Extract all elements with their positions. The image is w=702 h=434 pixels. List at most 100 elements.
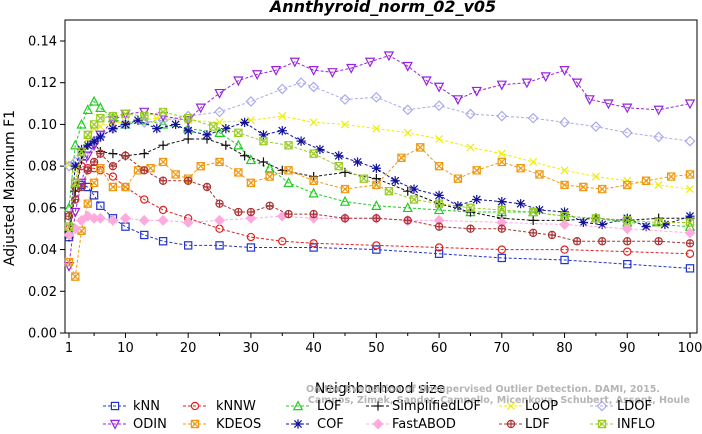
data-point xyxy=(266,202,274,210)
data-point xyxy=(472,166,481,175)
data-point xyxy=(341,214,349,222)
data-point xyxy=(309,149,318,158)
data-point xyxy=(203,183,211,191)
data-point xyxy=(240,151,250,161)
data-point xyxy=(95,102,106,112)
data-point xyxy=(245,154,257,165)
data-point xyxy=(591,172,600,181)
data-point xyxy=(641,222,651,232)
y-tick-label: 0.00 xyxy=(28,327,57,342)
data-point xyxy=(157,118,169,129)
data-point xyxy=(63,229,75,241)
data-point xyxy=(277,126,287,136)
data-point xyxy=(472,194,482,205)
data-point xyxy=(434,249,444,258)
data-point xyxy=(108,182,118,192)
data-point xyxy=(598,237,606,245)
data-point xyxy=(70,161,80,171)
data-point xyxy=(107,214,119,226)
data-point xyxy=(140,195,149,204)
data-point xyxy=(560,245,569,254)
data-point xyxy=(278,112,287,121)
data-point xyxy=(560,212,569,221)
data-point xyxy=(623,259,632,269)
data-point xyxy=(497,253,507,263)
data-point xyxy=(452,95,464,106)
data-point xyxy=(390,176,400,186)
data-point xyxy=(65,212,73,220)
data-point xyxy=(684,227,696,239)
data-point xyxy=(435,223,443,231)
data-point xyxy=(578,217,588,228)
data-point xyxy=(82,151,94,162)
data-point xyxy=(521,78,533,89)
data-point xyxy=(435,135,444,144)
data-point xyxy=(133,115,143,125)
data-point xyxy=(402,61,413,72)
legend-item-knnw: kNNW xyxy=(183,399,256,414)
data-point xyxy=(196,161,205,171)
data-point xyxy=(171,119,181,130)
data-point xyxy=(654,180,663,189)
data-point xyxy=(339,93,351,105)
data-point xyxy=(202,130,212,140)
data-point xyxy=(573,237,581,245)
data-point xyxy=(516,164,525,173)
x-axis-label: Neighborhood size xyxy=(315,381,445,397)
watermark-line-2: Campos, Zimek, Sander, Campello, Micenko… xyxy=(308,395,690,406)
data-point xyxy=(372,124,381,133)
plot-frame xyxy=(64,19,698,334)
data-point xyxy=(421,76,432,87)
data-point xyxy=(359,174,369,183)
legend-item-inflo: INFLO xyxy=(590,417,655,432)
data-point xyxy=(621,223,633,235)
data-point xyxy=(370,91,382,103)
data-point xyxy=(498,225,506,233)
data-point xyxy=(215,157,224,167)
data-point xyxy=(397,153,406,162)
data-point xyxy=(245,96,257,107)
data-point xyxy=(76,214,87,226)
legend-label: FastABOD xyxy=(392,417,456,432)
y-tick-label: 0.10 xyxy=(28,118,57,133)
data-point xyxy=(70,207,81,218)
data-point xyxy=(108,124,118,134)
data-point xyxy=(684,135,696,147)
legend-item-ldf: LDF xyxy=(499,417,550,432)
data-point xyxy=(158,237,168,246)
legend-label: SimplifiedLOF xyxy=(392,399,481,414)
data-point xyxy=(121,152,130,160)
legend-item-fastabod: FastABOD xyxy=(366,417,456,432)
data-point xyxy=(240,117,250,127)
legend-label: INFLO xyxy=(617,417,655,432)
data-point xyxy=(83,199,93,208)
data-point xyxy=(309,176,318,185)
series-ldof xyxy=(63,77,696,172)
data-point xyxy=(497,245,507,254)
data-point xyxy=(409,184,419,194)
legend-marker xyxy=(507,420,515,428)
data-point xyxy=(140,111,149,121)
legend-marker xyxy=(293,419,303,429)
data-point xyxy=(221,124,231,134)
data-point xyxy=(471,86,482,97)
data-point xyxy=(453,174,463,183)
data-point xyxy=(251,70,263,81)
legend-label: LOF xyxy=(317,399,342,414)
data-point xyxy=(264,162,275,173)
data-point xyxy=(685,249,695,258)
data-point xyxy=(184,177,192,185)
data-point xyxy=(371,200,382,210)
data-point xyxy=(434,190,444,200)
data-point xyxy=(597,184,607,194)
x-tick-label: 10 xyxy=(117,341,134,356)
data-point xyxy=(309,239,318,248)
data-point xyxy=(685,218,695,227)
data-point xyxy=(71,272,80,281)
data-point xyxy=(497,205,507,215)
legend-item-ldof: LDOF xyxy=(590,399,652,414)
data-point xyxy=(433,100,445,112)
data-point xyxy=(121,182,130,192)
data-point xyxy=(465,108,476,120)
data-point xyxy=(655,237,663,245)
